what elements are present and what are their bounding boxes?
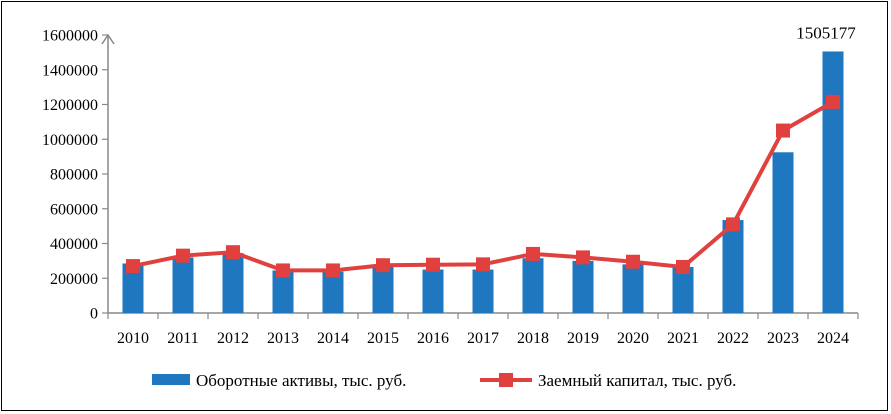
x-tick-label: 2024 [817,330,849,347]
x-tick-label: 2021 [667,330,699,347]
y-tick-label: 1200000 [42,97,98,114]
x-tick-label: 2016 [417,330,449,347]
x-tick-label: 2023 [767,330,799,347]
bar [222,253,244,313]
bar [122,263,144,313]
line-point [826,94,840,109]
line-point [326,263,340,278]
line-point [726,217,740,232]
line-series [126,94,840,278]
x-tick-label: 2011 [167,330,198,347]
x-tick-label: 2017 [467,330,499,347]
y-tick-label: 0 [90,306,98,323]
legend-swatch-bar [152,374,190,385]
bar [172,257,194,313]
line-point [476,257,490,272]
line-point [276,263,290,278]
bar [722,220,744,313]
line-point [776,123,790,138]
y-tick-label: 200000 [50,271,98,288]
line-point [126,259,140,274]
y-tick-label: 1400000 [42,62,98,79]
legend-label: Заемный капитал, тыс. руб. [538,371,736,390]
x-tick-label: 2022 [717,330,749,347]
x-tick-label: 2020 [617,330,649,347]
legend-label: Оборотные активы, тыс. руб. [196,371,406,390]
x-tick-label: 2010 [117,330,149,347]
bar [772,152,794,313]
y-tick-label: 1000000 [42,132,98,149]
line-point [426,257,440,272]
axes: 0 200000 400000 600000 800000 1000000 1200000 1… [42,28,859,347]
x-tick-label: 2012 [217,330,249,347]
line-point [676,259,690,274]
bar [422,269,444,313]
data-label: 1505177 [796,23,856,42]
data-labels: 1505177 [796,23,856,42]
legend: Оборотные активы, тыс. руб. Заемный капит… [152,371,736,390]
bar [472,269,494,313]
legend-swatch-marker [499,373,513,387]
bar-series [122,51,844,313]
bar [322,271,344,313]
x-tick-label: 2014 [317,330,349,347]
x-tick-label: 2015 [367,330,399,347]
y-tick-label: 800000 [50,167,98,184]
bar [272,270,294,313]
bar [672,266,694,313]
y-tick-label: 600000 [50,201,98,218]
x-tick-label: 2018 [517,330,549,347]
x-tick-label: 2013 [267,330,299,347]
line-point [526,246,540,261]
bar [622,264,644,313]
bar [822,51,844,313]
line-point [576,250,590,265]
y-tick-label: 1600000 [42,28,98,45]
bar [372,266,394,313]
bar [572,260,594,313]
line-point [176,248,190,263]
line-point [376,258,390,273]
line-point [226,245,240,260]
line-point [626,254,640,269]
x-tick-label: 2019 [567,330,599,347]
y-tick-label: 400000 [50,236,98,253]
bar [522,258,544,313]
